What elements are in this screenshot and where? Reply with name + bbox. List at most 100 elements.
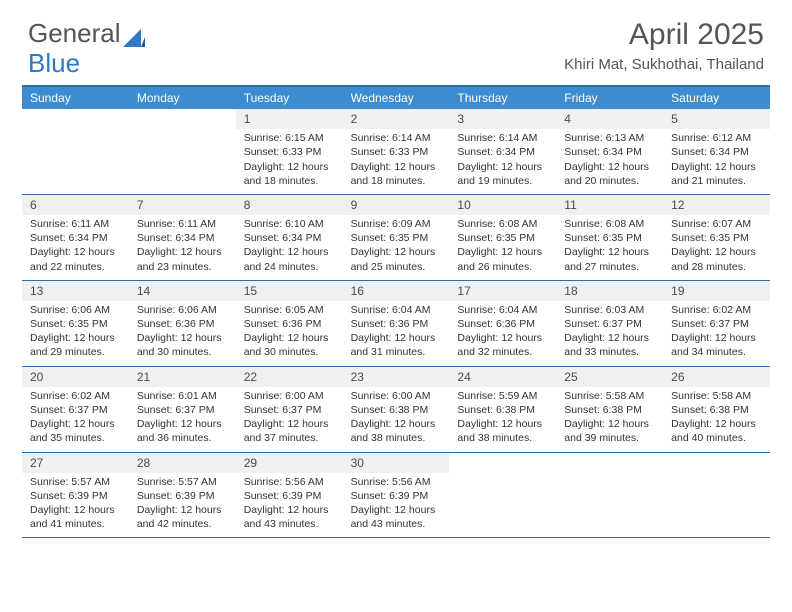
day-number: 14 xyxy=(129,281,236,301)
daylight-text-1: Daylight: 12 hours xyxy=(564,245,655,259)
daylight-text-1: Daylight: 12 hours xyxy=(30,503,121,517)
sunrise-text: Sunrise: 6:06 AM xyxy=(137,303,228,317)
daylight-text-1: Daylight: 12 hours xyxy=(137,245,228,259)
daylight-text-1: Daylight: 12 hours xyxy=(137,331,228,345)
daylight-text-2: and 18 minutes. xyxy=(244,174,335,188)
day-body: Sunrise: 6:00 AMSunset: 6:37 PMDaylight:… xyxy=(236,387,343,452)
daylight-text-2: and 20 minutes. xyxy=(564,174,655,188)
day-cell: 2Sunrise: 6:14 AMSunset: 6:33 PMDaylight… xyxy=(343,109,450,194)
sunset-text: Sunset: 6:33 PM xyxy=(351,145,442,159)
daylight-text-2: and 34 minutes. xyxy=(671,345,762,359)
day-number: 17 xyxy=(449,281,556,301)
day-cell: . xyxy=(556,453,663,538)
daylight-text-1: Daylight: 12 hours xyxy=(351,245,442,259)
weekday-header: Sunday Monday Tuesday Wednesday Thursday… xyxy=(22,87,770,109)
day-cell: 11Sunrise: 6:08 AMSunset: 6:35 PMDayligh… xyxy=(556,195,663,280)
daylight-text-2: and 38 minutes. xyxy=(351,431,442,445)
sunset-text: Sunset: 6:39 PM xyxy=(137,489,228,503)
daylight-text-2: and 41 minutes. xyxy=(30,517,121,531)
daylight-text-2: and 18 minutes. xyxy=(351,174,442,188)
daylight-text-2: and 33 minutes. xyxy=(564,345,655,359)
daylight-text-1: Daylight: 12 hours xyxy=(244,160,335,174)
daylight-text-2: and 38 minutes. xyxy=(457,431,548,445)
week-row: 20Sunrise: 6:02 AMSunset: 6:37 PMDayligh… xyxy=(22,367,770,453)
daylight-text-1: Daylight: 12 hours xyxy=(457,331,548,345)
daylight-text-2: and 23 minutes. xyxy=(137,260,228,274)
sunset-text: Sunset: 6:36 PM xyxy=(457,317,548,331)
day-cell: 1Sunrise: 6:15 AMSunset: 6:33 PMDaylight… xyxy=(236,109,343,194)
day-number: 21 xyxy=(129,367,236,387)
sunrise-text: Sunrise: 6:02 AM xyxy=(30,389,121,403)
sunset-text: Sunset: 6:34 PM xyxy=(244,231,335,245)
sunset-text: Sunset: 6:33 PM xyxy=(244,145,335,159)
sunrise-text: Sunrise: 6:04 AM xyxy=(351,303,442,317)
day-number: 6 xyxy=(22,195,129,215)
daylight-text-1: Daylight: 12 hours xyxy=(30,417,121,431)
weekday-wed: Wednesday xyxy=(343,87,450,109)
daylight-text-1: Daylight: 12 hours xyxy=(244,503,335,517)
day-number: 5 xyxy=(663,109,770,129)
daylight-text-2: and 30 minutes. xyxy=(137,345,228,359)
day-number: 1 xyxy=(236,109,343,129)
day-number: 19 xyxy=(663,281,770,301)
sunrise-text: Sunrise: 6:08 AM xyxy=(457,217,548,231)
day-body: Sunrise: 5:59 AMSunset: 6:38 PMDaylight:… xyxy=(449,387,556,452)
day-cell: 20Sunrise: 6:02 AMSunset: 6:37 PMDayligh… xyxy=(22,367,129,452)
day-body: Sunrise: 5:57 AMSunset: 6:39 PMDaylight:… xyxy=(129,473,236,538)
day-cell: 19Sunrise: 6:02 AMSunset: 6:37 PMDayligh… xyxy=(663,281,770,366)
sunrise-text: Sunrise: 5:56 AM xyxy=(351,475,442,489)
header: General April 2025 Khiri Mat, Sukhothai,… xyxy=(0,0,792,73)
day-number: 20 xyxy=(22,367,129,387)
daylight-text-2: and 37 minutes. xyxy=(244,431,335,445)
daylight-text-2: and 32 minutes. xyxy=(457,345,548,359)
day-body: Sunrise: 6:14 AMSunset: 6:34 PMDaylight:… xyxy=(449,129,556,194)
day-number: 9 xyxy=(343,195,450,215)
day-body: Sunrise: 6:09 AMSunset: 6:35 PMDaylight:… xyxy=(343,215,450,280)
day-cell: 10Sunrise: 6:08 AMSunset: 6:35 PMDayligh… xyxy=(449,195,556,280)
sunrise-text: Sunrise: 5:59 AM xyxy=(457,389,548,403)
sunset-text: Sunset: 6:37 PM xyxy=(564,317,655,331)
sunset-text: Sunset: 6:38 PM xyxy=(564,403,655,417)
day-body: Sunrise: 6:02 AMSunset: 6:37 PMDaylight:… xyxy=(22,387,129,452)
day-number: 13 xyxy=(22,281,129,301)
sunset-text: Sunset: 6:39 PM xyxy=(244,489,335,503)
sunrise-text: Sunrise: 6:04 AM xyxy=(457,303,548,317)
day-number: 30 xyxy=(343,453,450,473)
sunset-text: Sunset: 6:37 PM xyxy=(244,403,335,417)
day-body: Sunrise: 6:05 AMSunset: 6:36 PMDaylight:… xyxy=(236,301,343,366)
daylight-text-1: Daylight: 12 hours xyxy=(671,245,762,259)
sunset-text: Sunset: 6:35 PM xyxy=(351,231,442,245)
day-body: Sunrise: 6:12 AMSunset: 6:34 PMDaylight:… xyxy=(663,129,770,194)
sunrise-text: Sunrise: 6:06 AM xyxy=(30,303,121,317)
sunrise-text: Sunrise: 6:14 AM xyxy=(457,131,548,145)
sunset-text: Sunset: 6:35 PM xyxy=(457,231,548,245)
daylight-text-1: Daylight: 12 hours xyxy=(671,160,762,174)
daylight-text-2: and 39 minutes. xyxy=(564,431,655,445)
day-cell: 5Sunrise: 6:12 AMSunset: 6:34 PMDaylight… xyxy=(663,109,770,194)
day-cell: 7Sunrise: 6:11 AMSunset: 6:34 PMDaylight… xyxy=(129,195,236,280)
day-cell: 16Sunrise: 6:04 AMSunset: 6:36 PMDayligh… xyxy=(343,281,450,366)
day-cell: 8Sunrise: 6:10 AMSunset: 6:34 PMDaylight… xyxy=(236,195,343,280)
day-cell: 3Sunrise: 6:14 AMSunset: 6:34 PMDaylight… xyxy=(449,109,556,194)
day-cell: 25Sunrise: 5:58 AMSunset: 6:38 PMDayligh… xyxy=(556,367,663,452)
logo: General xyxy=(28,18,145,49)
sunset-text: Sunset: 6:38 PM xyxy=(351,403,442,417)
day-cell: 27Sunrise: 5:57 AMSunset: 6:39 PMDayligh… xyxy=(22,453,129,538)
day-body: Sunrise: 6:00 AMSunset: 6:38 PMDaylight:… xyxy=(343,387,450,452)
day-body: Sunrise: 6:04 AMSunset: 6:36 PMDaylight:… xyxy=(449,301,556,366)
day-number: 18 xyxy=(556,281,663,301)
day-cell: 30Sunrise: 5:56 AMSunset: 6:39 PMDayligh… xyxy=(343,453,450,538)
sunset-text: Sunset: 6:35 PM xyxy=(564,231,655,245)
day-cell: 15Sunrise: 6:05 AMSunset: 6:36 PMDayligh… xyxy=(236,281,343,366)
day-cell: 12Sunrise: 6:07 AMSunset: 6:35 PMDayligh… xyxy=(663,195,770,280)
daylight-text-1: Daylight: 12 hours xyxy=(351,503,442,517)
weekday-mon: Monday xyxy=(129,87,236,109)
day-body: Sunrise: 6:14 AMSunset: 6:33 PMDaylight:… xyxy=(343,129,450,194)
sunrise-text: Sunrise: 6:00 AM xyxy=(244,389,335,403)
location-subtitle: Khiri Mat, Sukhothai, Thailand xyxy=(564,56,764,73)
day-number: 16 xyxy=(343,281,450,301)
daylight-text-1: Daylight: 12 hours xyxy=(457,417,548,431)
sunrise-text: Sunrise: 6:11 AM xyxy=(137,217,228,231)
day-body: Sunrise: 6:04 AMSunset: 6:36 PMDaylight:… xyxy=(343,301,450,366)
day-body: Sunrise: 5:56 AMSunset: 6:39 PMDaylight:… xyxy=(236,473,343,538)
